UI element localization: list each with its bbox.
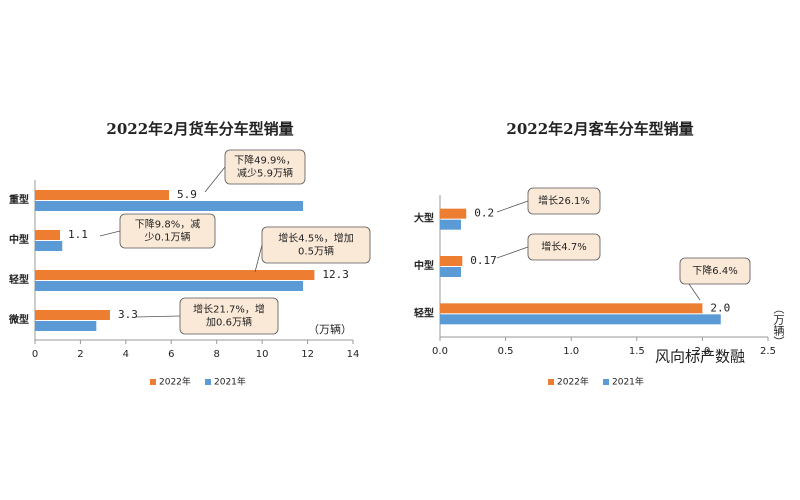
bar	[440, 314, 721, 325]
watermark: 风向标产数融	[655, 348, 745, 366]
x-tick-label: 0.0	[432, 346, 448, 357]
legend-label: 2021年	[214, 376, 246, 388]
x-tick-label: 2.0	[694, 346, 710, 357]
data-label: 5.9	[177, 188, 197, 201]
legend-swatch	[150, 379, 156, 385]
x-tick-label: 14	[347, 349, 360, 360]
callout-box	[179, 297, 279, 335]
callout-pointer	[496, 200, 529, 213]
callout-pointer	[496, 246, 529, 259]
bar	[440, 256, 463, 266]
y-tick-label: 微型	[8, 313, 29, 326]
bar	[440, 219, 461, 230]
callout-box	[119, 213, 216, 249]
y-tick-label: 中型	[414, 259, 434, 272]
callout-box	[527, 233, 601, 261]
x-tick-label: 2.5	[760, 346, 776, 357]
annotation: 增长26.1%	[538, 194, 590, 207]
annotation: 增长4.5%，增加	[278, 232, 353, 245]
callout-box	[224, 149, 306, 185]
x-tick-label: 0.5	[498, 346, 514, 357]
annotation: 少0.1万辆	[145, 231, 191, 244]
x-tick-label: 10	[256, 349, 269, 360]
callout-pointer	[254, 244, 263, 273]
x-tick-label: 8	[214, 349, 220, 360]
chart-title: 2022年2月客车分车型销量	[506, 120, 693, 138]
bar	[35, 201, 304, 211]
data-label: 12.3	[322, 268, 349, 281]
bar	[35, 230, 60, 240]
legend-swatch	[603, 379, 609, 385]
bar	[440, 303, 703, 314]
x-tick-label: 2	[77, 349, 83, 360]
axis-unit: （万辆）	[772, 303, 785, 347]
bar	[35, 310, 110, 320]
x-tick-label: 0	[32, 349, 38, 360]
x-tick-label: 12	[301, 349, 314, 360]
y-tick-label: 大型	[414, 212, 434, 225]
y-tick-label: 中型	[9, 233, 29, 246]
callout-box	[261, 226, 371, 264]
x-tick-label: 6	[168, 349, 174, 360]
callout-pointer	[204, 166, 226, 193]
data-label: 2.0	[710, 301, 730, 314]
annotation: 减少5.9万辆	[237, 167, 293, 180]
y-tick-label: 轻型	[9, 273, 29, 286]
legend-label: 2021年	[612, 376, 644, 388]
axis-unit: （万辆）	[308, 322, 352, 336]
annotation: 下降9.8%，减	[135, 218, 200, 231]
annotation: 增长21.7%，增	[193, 303, 265, 316]
data-label: 0.2	[474, 207, 494, 220]
y-tick-label: 轻型	[414, 306, 434, 319]
data-label: 1.1	[68, 228, 88, 241]
x-tick-label: 1.5	[629, 346, 645, 357]
annotation: 加0.6万辆	[206, 316, 252, 329]
legend-label: 2022年	[159, 376, 191, 388]
bar	[35, 190, 170, 200]
y-tick-label: 重型	[9, 193, 29, 206]
x-tick-label: 4	[123, 349, 129, 360]
bar	[35, 321, 97, 331]
annotation: 0.5万辆	[298, 245, 334, 258]
callout-pointer	[134, 315, 181, 318]
callout-pointer	[99, 230, 121, 237]
annotation: 下降49.9%，	[234, 154, 296, 167]
callout-box	[679, 257, 751, 285]
bar	[440, 267, 461, 277]
bar	[35, 281, 304, 291]
callout-box	[527, 187, 601, 215]
bar	[35, 270, 315, 280]
legend-swatch	[548, 379, 554, 385]
data-label: 3.3	[118, 308, 138, 321]
x-tick-label: 1.0	[563, 346, 579, 357]
legend-swatch	[205, 379, 211, 385]
legend-label: 2022年	[557, 376, 589, 388]
annotation: 下降6.4%	[692, 264, 737, 277]
bar	[440, 208, 467, 219]
annotation: 增长4.7%	[541, 240, 586, 253]
data-label: 0.17	[470, 254, 497, 267]
chart-title: 2022年2月货车分车型销量	[106, 120, 293, 138]
bar	[35, 241, 63, 251]
